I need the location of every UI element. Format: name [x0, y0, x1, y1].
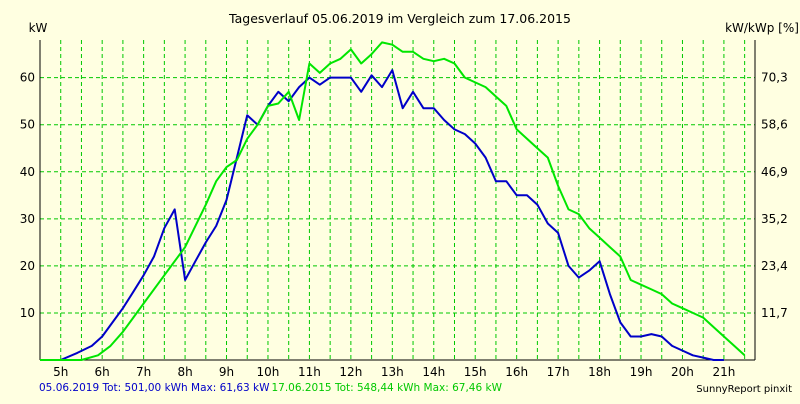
x-tick-label: 21h [712, 365, 735, 379]
x-tick-label: 6h [95, 365, 110, 379]
x-tick-label: 7h [136, 365, 151, 379]
x-tick-label: 19h [630, 365, 653, 379]
x-tick-label: 13h [381, 365, 404, 379]
y2-tick-label: 35,2 [761, 212, 788, 226]
y2-tick-label: 46,9 [761, 165, 788, 179]
y-tick-label: 50 [20, 118, 35, 132]
x-tick-label: 12h [339, 365, 362, 379]
y2-tick-label: 23,4 [761, 259, 788, 273]
x-tick-label: 8h [177, 365, 192, 379]
series-layer [40, 41, 746, 361]
x-tick-label: 10h [257, 365, 280, 379]
x-tick-label: 14h [422, 365, 445, 379]
footer-legend: 05.06.2019 Tot: 501,00 kWh Max: 61,63 kW… [39, 382, 502, 394]
y2-axis-label: kW/kWp [%] [725, 21, 799, 35]
y-tick-label: 10 [20, 306, 35, 320]
x-tick-label: 16h [505, 365, 528, 379]
y-tick-label: 60 [20, 71, 35, 85]
legend-series2: 17.06.2015 Tot: 548,44 kWh Max: 67,46 kW [271, 382, 502, 394]
x-tick-label: 9h [219, 365, 234, 379]
series-line-1 [40, 69, 724, 361]
axes-layer [39, 40, 756, 361]
y2-tick-label: 70,3 [761, 71, 788, 85]
plot-area [40, 40, 755, 360]
x-tick-label: 5h [53, 365, 68, 379]
y2-tick-label: 11,7 [761, 306, 788, 320]
x-tick-label: 20h [671, 365, 694, 379]
y-tick-label: 40 [20, 165, 35, 179]
tick-layer: 5h 6h 7h 8h 9h 10h 11h 12h 13h 14h 15h 16h 17h 18h 19h… [20, 71, 788, 379]
chart-title: Tagesverlauf 05.06.2019 im Vergleich zum… [228, 11, 571, 26]
credit-label: SunnyReport pinxit [696, 384, 792, 395]
x-tick-label: 15h [464, 365, 487, 379]
y-tick-label: 30 [20, 212, 35, 226]
y2-tick-label: 58,6 [761, 118, 788, 132]
y-tick-label: 20 [20, 259, 35, 273]
y-axis-label: kW [29, 21, 48, 35]
x-tick-label: 18h [588, 365, 611, 379]
series-line-2 [40, 41, 746, 361]
grid-layer [40, 40, 755, 360]
x-tick-label: 17h [547, 365, 570, 379]
x-tick-label: 11h [298, 365, 321, 379]
legend-series1: 05.06.2019 Tot: 501,00 kWh Max: 61,63 kW [39, 382, 270, 394]
